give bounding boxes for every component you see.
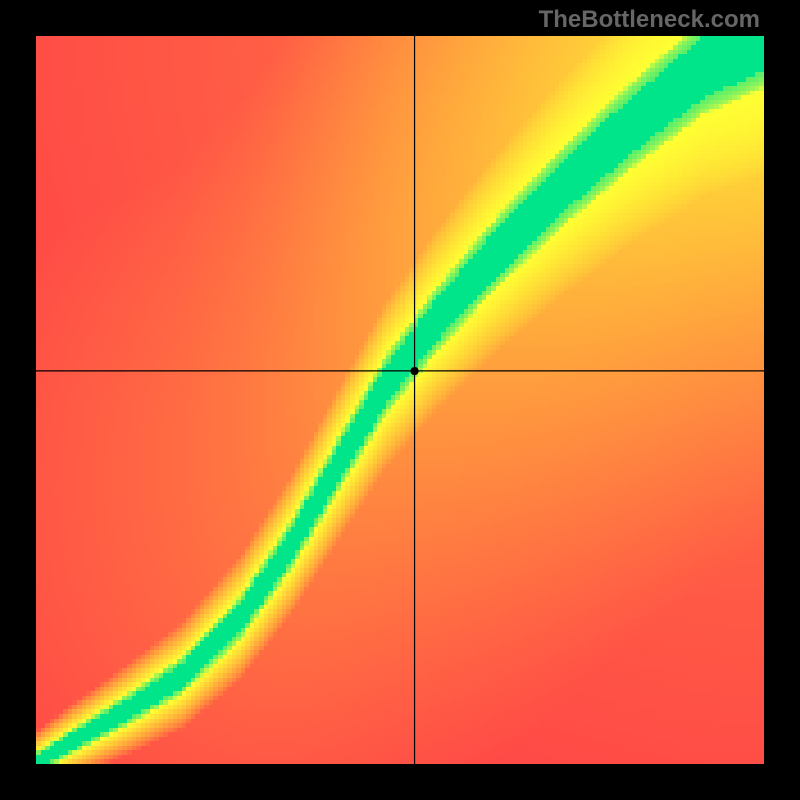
bottleneck-heatmap — [0, 0, 800, 800]
watermark-text: TheBottleneck.com — [539, 6, 760, 34]
